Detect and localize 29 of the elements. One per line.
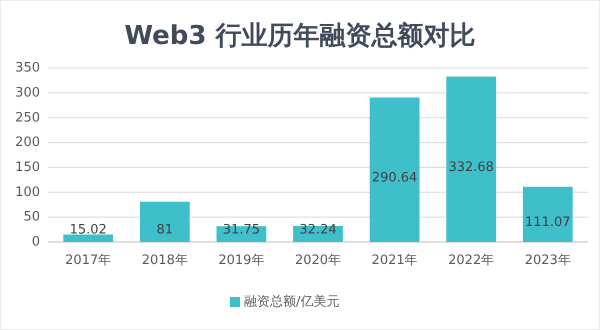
x-tick-label: 2020年 [294, 253, 342, 268]
y-tick-label: 350 [15, 60, 40, 76]
data-label: 15.02 [70, 222, 107, 238]
x-tick-label: 2019年 [218, 253, 264, 268]
x-tick-label: 2023年 [524, 253, 571, 268]
y-tick-label: 250 [15, 110, 40, 126]
x-tick-label: 2022年 [448, 253, 494, 268]
data-label: 81 [156, 222, 174, 238]
bar [522, 186, 573, 242]
y-tick-label: 200 [15, 135, 40, 150]
legend-label: 融资总额/亿美元 [244, 294, 340, 310]
x-tick-label: 2021年 [372, 253, 418, 268]
bar [140, 202, 190, 242]
data-label: 290.64 [372, 170, 418, 186]
y-tick-label: 150 [15, 160, 40, 175]
data-label: 31.75 [222, 222, 260, 238]
y-tick-label: 100 [15, 184, 40, 200]
y-tick-label: 300 [15, 85, 40, 100]
data-label: 32.24 [299, 222, 337, 238]
data-label: 332.68 [448, 160, 494, 175]
data-label: 111.07 [525, 214, 571, 230]
chart-title: Web3 行业历年融资总额对比 [124, 21, 476, 51]
x-tick-label: 2018年 [142, 253, 188, 268]
bar [370, 98, 420, 242]
y-tick-label: 0 [32, 234, 40, 250]
bar [63, 234, 114, 242]
bar [446, 76, 496, 242]
x-tick-label: 2017年 [65, 253, 112, 268]
y-tick-label: 50 [23, 210, 40, 225]
